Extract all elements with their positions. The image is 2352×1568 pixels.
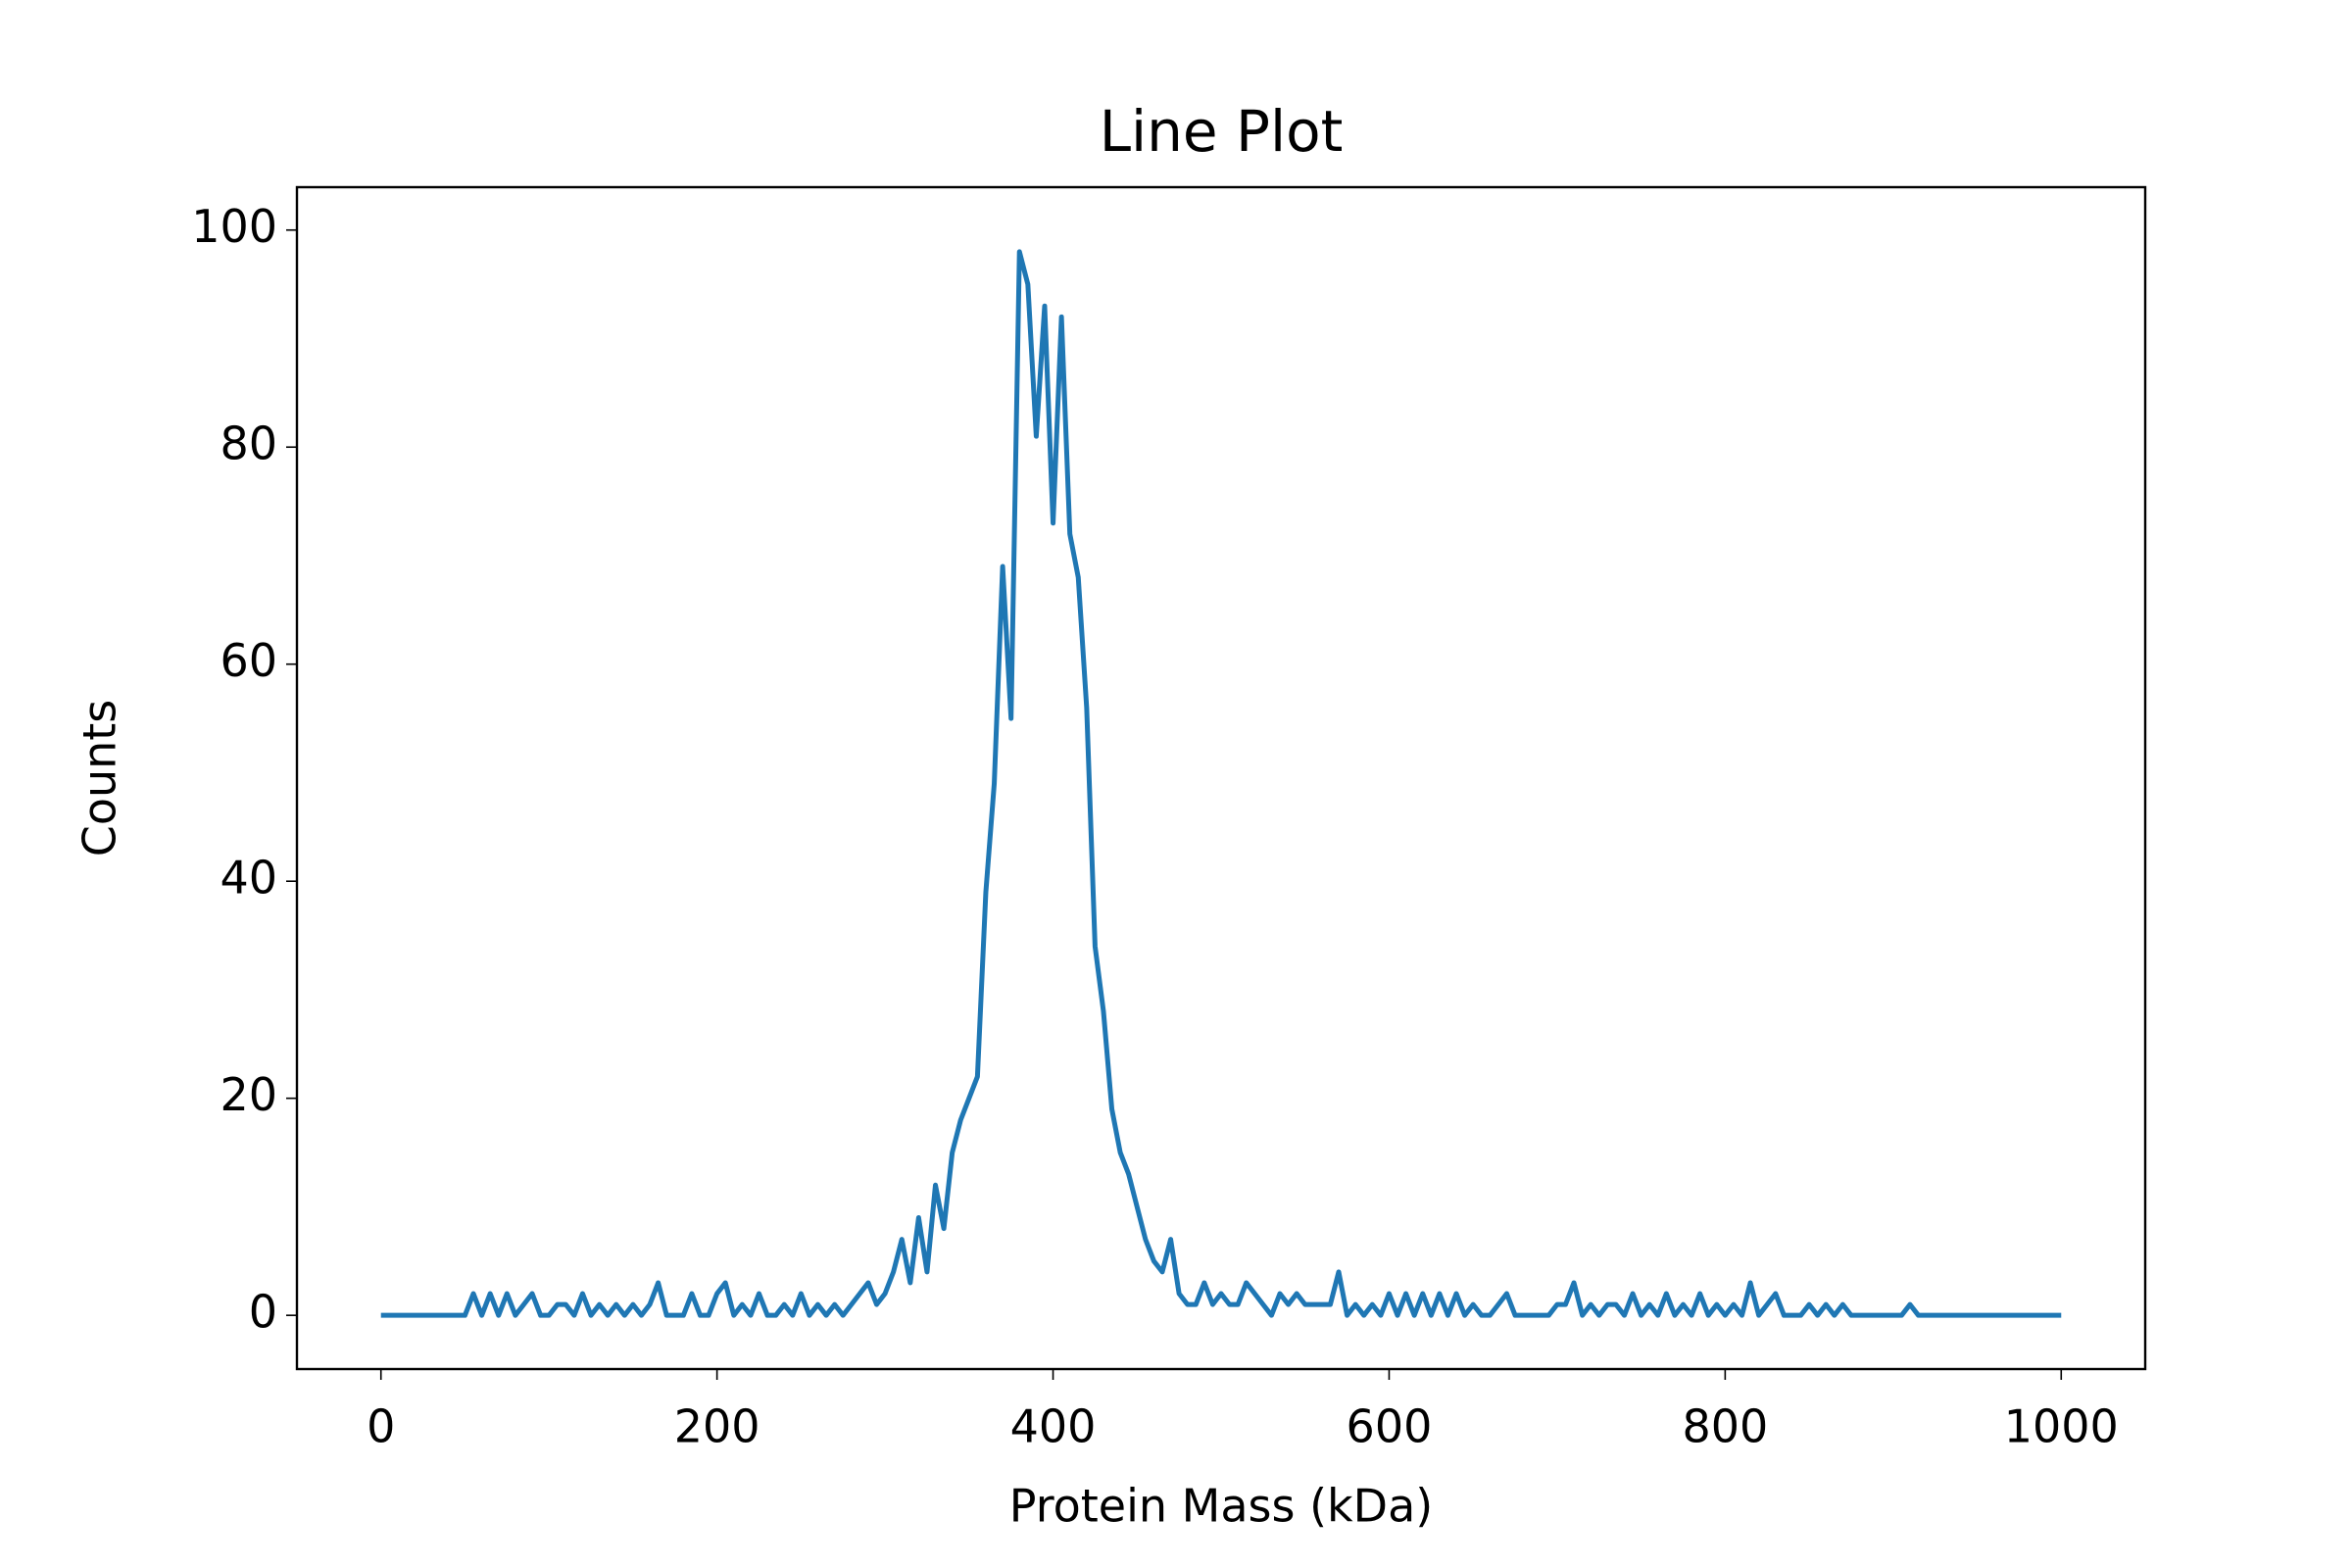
x-axis-label: Protein Mass (kDa) [1009,1480,1433,1533]
chart-title: Line Plot [1100,98,1344,165]
y-tick-label: 60 [220,634,277,687]
x-tick-label: 1000 [2004,1400,2119,1453]
y-tick-label: 20 [220,1068,277,1121]
y-tick-label: 0 [249,1286,277,1339]
y-axis-label: Counts [74,700,126,858]
x-tick-label: 200 [674,1400,760,1453]
y-tick-label: 100 [191,200,277,253]
y-tick-label: 80 [220,417,277,470]
x-tick-label: 600 [1347,1400,1433,1453]
x-tick-label: 800 [1682,1400,1768,1453]
y-tick-label: 40 [220,852,277,905]
x-tick-label: 0 [367,1400,395,1453]
x-tick-label: 400 [1010,1400,1097,1453]
data-line [380,249,2062,1318]
plot-frame [295,185,2147,1371]
